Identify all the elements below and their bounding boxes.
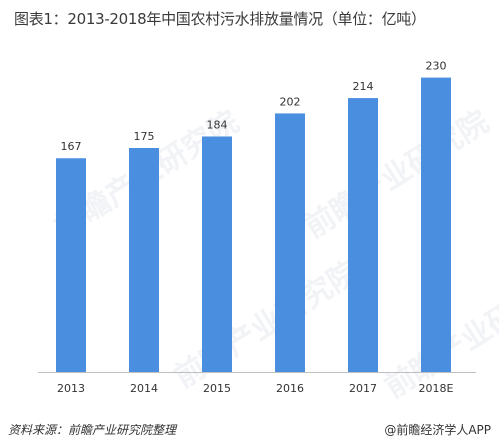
x-tick-label: 2016: [276, 382, 304, 395]
data-label: 175: [134, 130, 155, 143]
x-tick-label: 2013: [57, 382, 85, 395]
data-label: 167: [61, 140, 82, 153]
bar: [348, 98, 378, 372]
data-label: 214: [353, 80, 374, 93]
data-label: 202: [280, 95, 301, 108]
data-label: 184: [207, 118, 228, 131]
bar: [129, 148, 159, 372]
x-tick-label: 2014: [130, 382, 158, 395]
chart-title: 图表1：2013-2018年中国农村污水排放量情况（单位：亿吨）: [14, 10, 426, 28]
brand-credit: @前瞻经济学人APP: [384, 423, 491, 437]
x-tick-label: 2017: [349, 382, 377, 395]
data-label: 230: [426, 60, 447, 73]
bar: [56, 158, 86, 372]
x-tick-label: 2018E: [419, 382, 454, 395]
x-tick-label: 2015: [203, 382, 231, 395]
bar: [421, 77, 451, 372]
bar: [202, 136, 232, 372]
bar: [275, 113, 305, 372]
source-note: 资料来源：前瞻产业研究院整理: [8, 423, 177, 437]
